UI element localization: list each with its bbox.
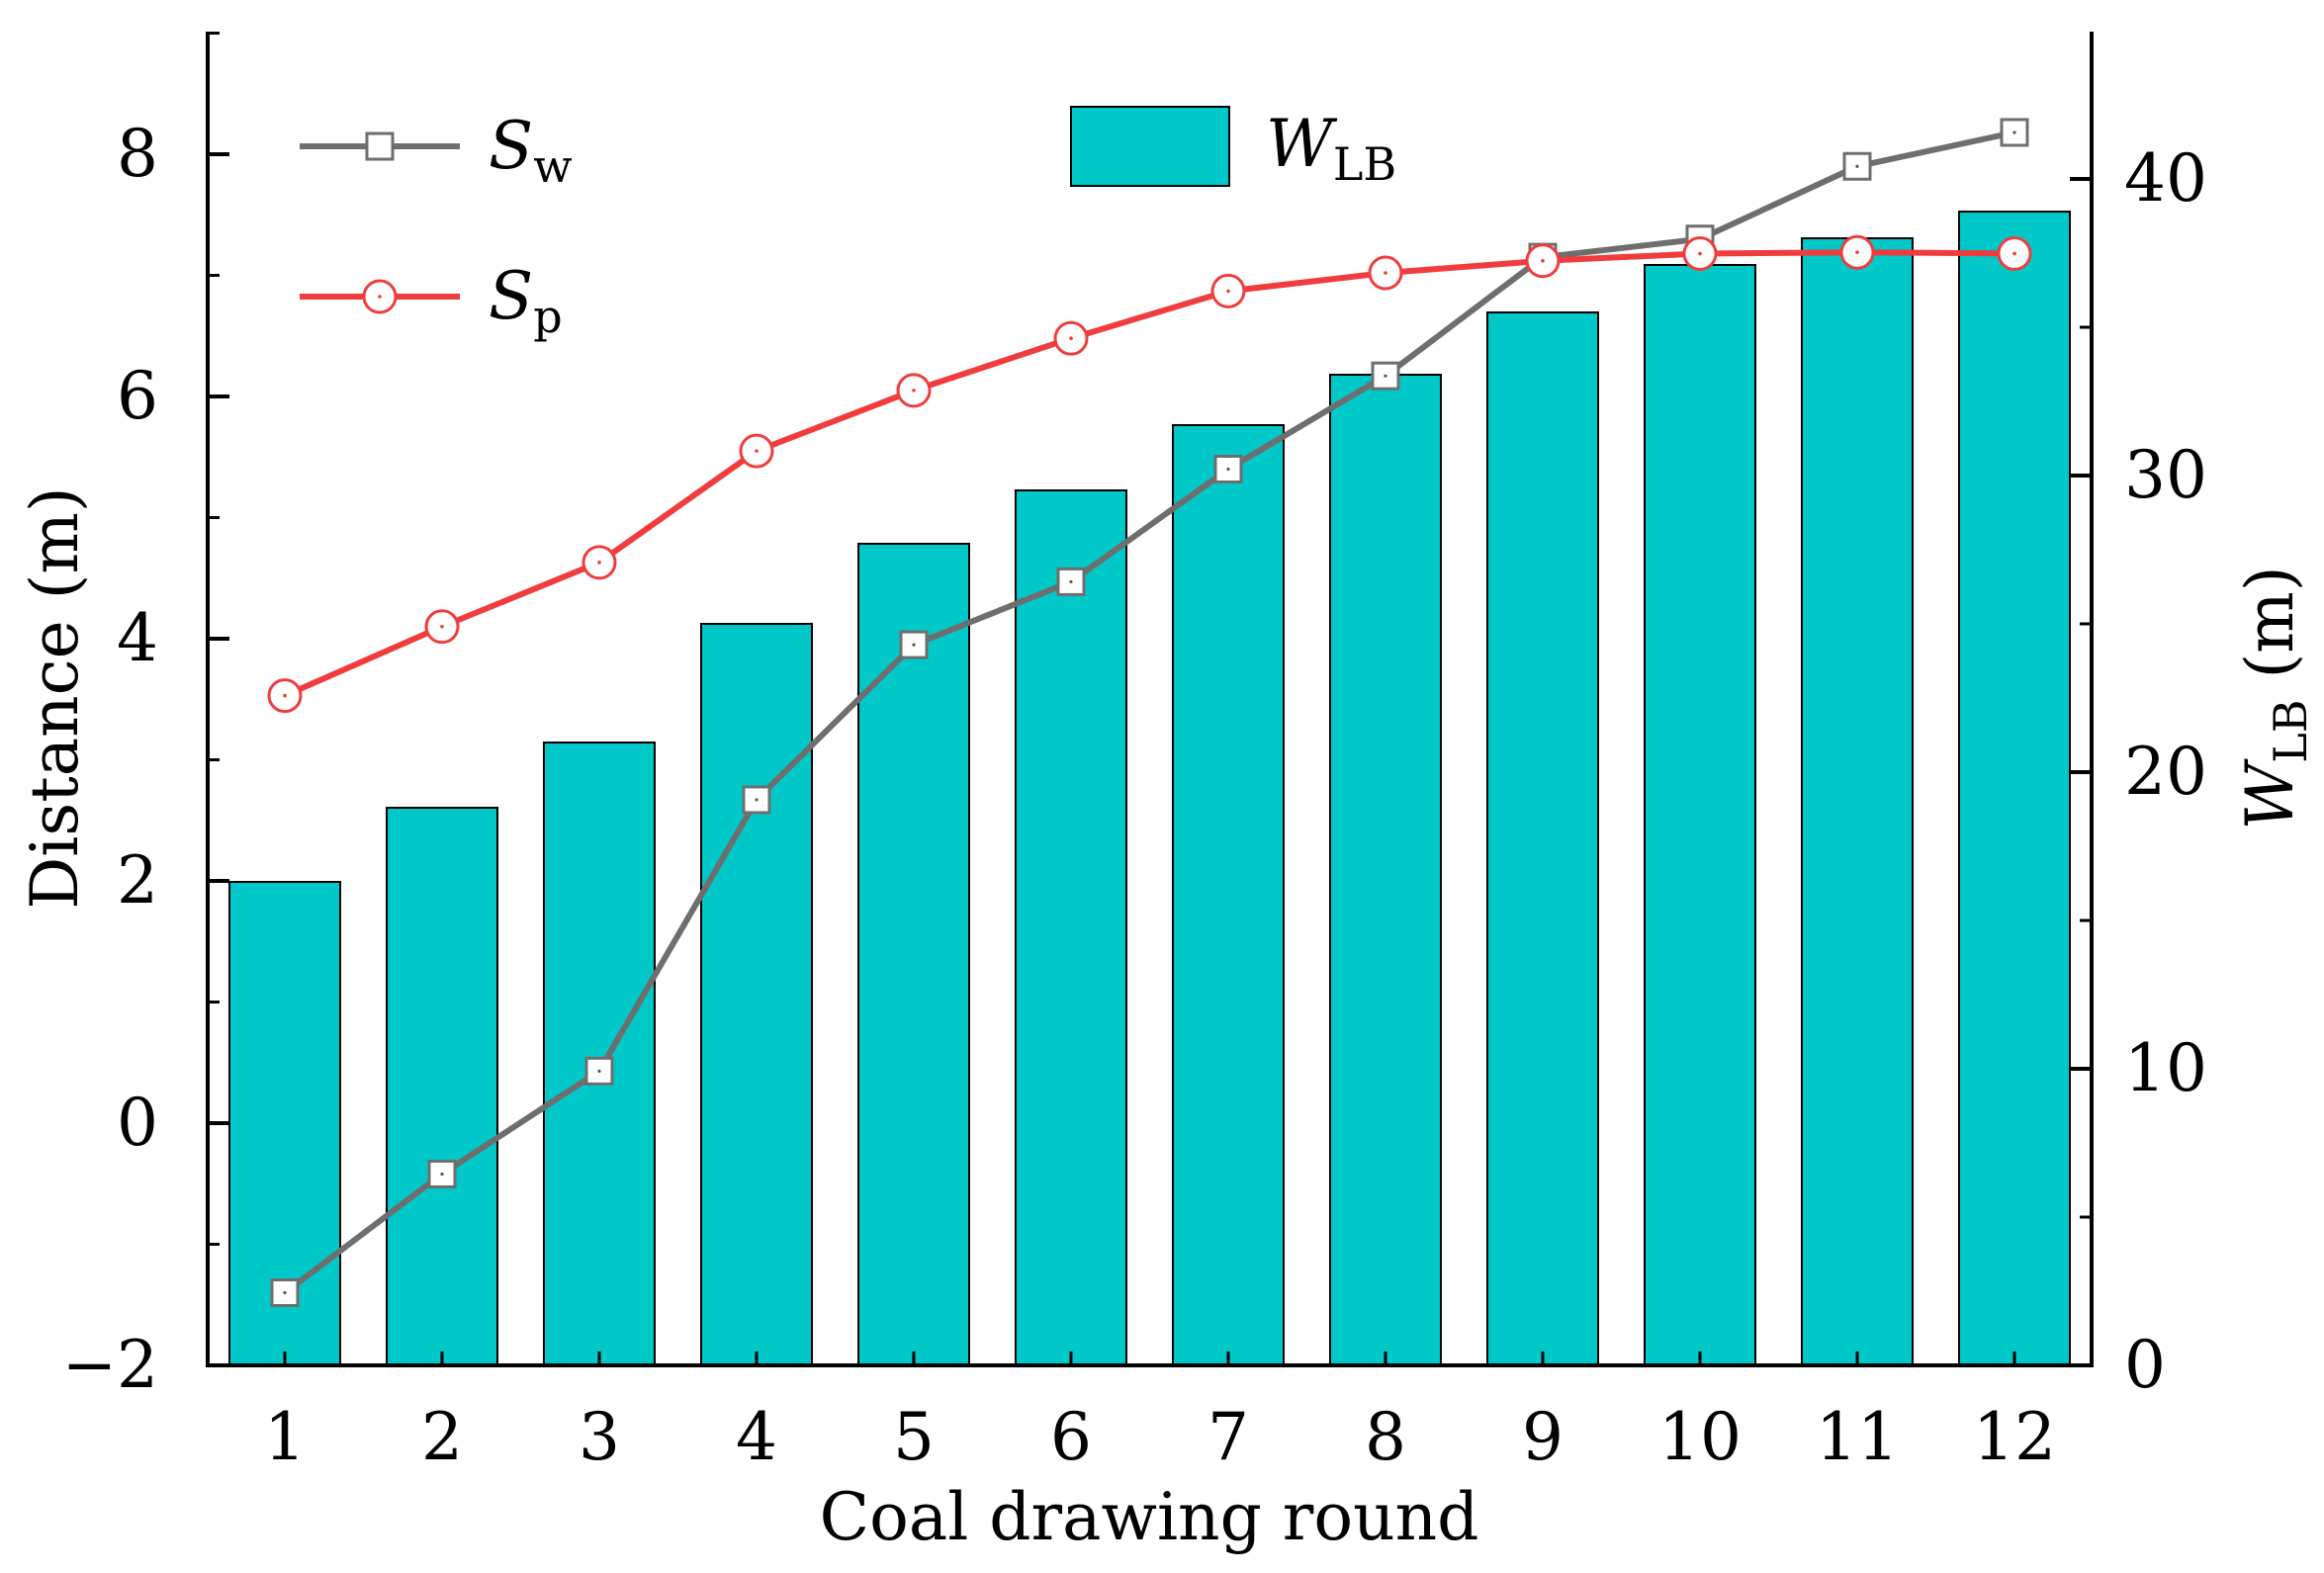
y-axis-title: Distance (m): [17, 486, 93, 909]
y2-tick-label: 10: [2124, 1030, 2207, 1106]
legend-item-sp: Sp: [300, 258, 563, 343]
axes-group: [206, 32, 2094, 1367]
point-sw-dot: [912, 643, 916, 647]
point-sw-11: [1842, 151, 1872, 181]
y2-tick-label: 40: [2124, 140, 2207, 217]
bar-wlb-8: [1329, 374, 1442, 1366]
y2-tick-label: 0: [2124, 1327, 2166, 1403]
series-sp-line: [283, 249, 2015, 699]
legend-wlb-label: WLB: [1266, 106, 1396, 191]
point-sw-dot: [1855, 164, 1859, 168]
bar-wlb-9: [1486, 311, 1599, 1366]
legend: Sw Sp WLB: [300, 106, 1396, 343]
y-tick-label: 2: [117, 842, 158, 918]
point-sp-dot: [597, 561, 601, 565]
point-sw-dot: [597, 1069, 601, 1073]
point-sw-dot: [440, 1172, 444, 1177]
x-tick-label: 7: [1207, 1399, 1249, 1475]
x-axis-title: Coal drawing round: [820, 1479, 1479, 1555]
bar-wlb-5: [857, 543, 970, 1366]
point-sw-dot: [1226, 467, 1230, 472]
bar-wlb-7: [1172, 424, 1285, 1366]
point-sw-dot: [755, 798, 759, 802]
x-tick-label: 5: [893, 1399, 935, 1475]
bar-wlb-11: [1801, 237, 1914, 1366]
x-tick-label: 4: [736, 1399, 777, 1475]
point-sw-5: [899, 630, 929, 659]
legend-sw-marker: [365, 131, 395, 161]
x-tick-label: 10: [1658, 1399, 1742, 1475]
x-tick-label: 11: [1816, 1399, 1899, 1475]
legend-sp-marker-dot: [378, 295, 382, 299]
legend-wlb-swatch: [1070, 106, 1230, 187]
legend-item-sw: Sw: [300, 108, 573, 193]
bar-wlb-2: [386, 807, 498, 1366]
y-tick-label: −2: [62, 1327, 158, 1403]
point-sw-2: [427, 1159, 457, 1188]
point-sp-dot: [283, 693, 287, 698]
point-sw-dot: [2012, 131, 2016, 134]
point-sp-dot: [440, 624, 444, 629]
y2-tick-label: 20: [2124, 734, 2207, 810]
bar-wlb-12: [1958, 211, 2071, 1366]
y-tick-label: 4: [117, 600, 158, 676]
x-tick-label: 3: [579, 1399, 620, 1475]
legend-item-wlb: WLB: [1070, 106, 1396, 191]
point-sp-dot: [2012, 251, 2016, 256]
x-tick-label: 6: [1050, 1399, 1092, 1475]
point-sw-dot: [1384, 374, 1387, 378]
lines-group: [267, 118, 2032, 1307]
x-tick-label: 8: [1365, 1399, 1406, 1475]
bars-group: [228, 211, 2071, 1366]
y2-tick-label: 30: [2124, 437, 2207, 513]
y-tick-label: 6: [117, 358, 158, 434]
point-sp-dot: [1226, 289, 1230, 294]
y-tick-label: 0: [117, 1085, 158, 1161]
point-sp-dot: [1384, 271, 1387, 275]
x-tick-label: 9: [1522, 1399, 1564, 1475]
point-sp-dot: [912, 389, 916, 393]
y2-axis-title: WLB (m): [2232, 566, 2317, 830]
point-sp-dot: [1069, 336, 1073, 341]
x-tick-label: 1: [264, 1399, 306, 1475]
x-tick-label: 12: [1973, 1399, 2056, 1475]
bar-wlb-6: [1015, 489, 1127, 1366]
point-sw-dot: [1069, 579, 1073, 584]
series-sw-line: [283, 130, 2015, 1295]
bar-wlb-4: [700, 623, 813, 1366]
y-tick-label: 8: [117, 116, 158, 192]
bar-wlb-10: [1644, 264, 1756, 1366]
legend-sw-label: Sw: [489, 108, 573, 193]
point-sp-dot: [1698, 251, 1702, 256]
legend-sp-label: Sp: [489, 258, 563, 343]
x-tick-label: 2: [421, 1399, 463, 1475]
point-sw-dot: [283, 1290, 287, 1295]
bar-wlb-3: [543, 742, 656, 1366]
point-sp-dot: [755, 449, 759, 453]
point-sp-dot: [1541, 259, 1545, 263]
point-sp-dot: [1855, 250, 1859, 255]
